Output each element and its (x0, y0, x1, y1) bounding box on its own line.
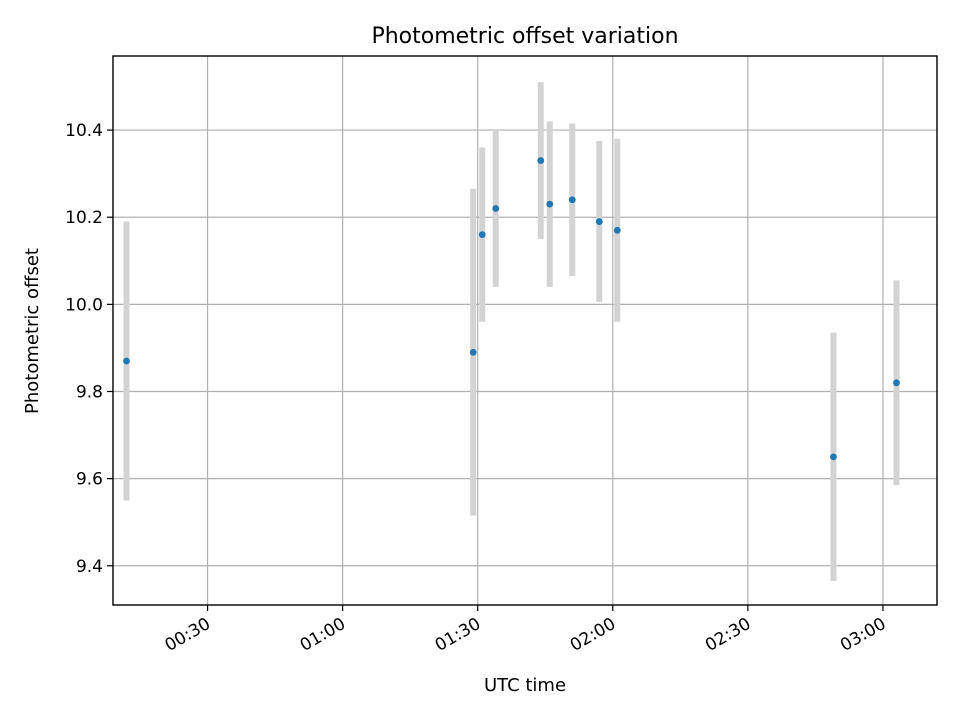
data-point (492, 205, 500, 212)
data-point (893, 379, 900, 387)
y-tick-label: 10.4 (65, 121, 103, 141)
grid (113, 56, 937, 605)
y-tick-label: 10.0 (65, 295, 103, 315)
plot-frame (112, 55, 938, 606)
y-tick-label: 9.4 (76, 557, 103, 577)
x-axis: 00:30 01:00 01:30 02:00 02:30 03:00 (162, 605, 889, 656)
data-point (830, 453, 837, 461)
data-point (546, 200, 554, 208)
y-tick-label: 9.8 (76, 383, 103, 403)
data-point (595, 218, 603, 225)
x-tick-label: 01:30 (432, 614, 484, 656)
x-tick-label: 02:00 (567, 614, 619, 656)
data-points (123, 157, 900, 461)
x-tick-label: 00:30 (162, 614, 214, 656)
data-point (478, 231, 486, 239)
x-tick-label: 03:00 (837, 614, 889, 656)
x-tick-label: 01:00 (297, 614, 349, 656)
data-point (613, 226, 621, 234)
data-point (537, 157, 545, 164)
chart-title: Photometric offset variation (371, 24, 678, 49)
x-tick-label: 02:30 (702, 614, 754, 656)
error-bars (123, 82, 900, 582)
y-axis: 9.4 9.6 9.8 10.0 10.2 10.4 (65, 121, 113, 577)
data-point (469, 348, 477, 356)
y-tick-label: 10.2 (65, 208, 103, 228)
y-tick-label: 9.6 (76, 470, 103, 490)
data-point (568, 196, 576, 204)
y-axis-label: Photometric offset (22, 248, 43, 414)
x-axis-label: UTC time (484, 675, 566, 696)
data-point (123, 357, 130, 365)
